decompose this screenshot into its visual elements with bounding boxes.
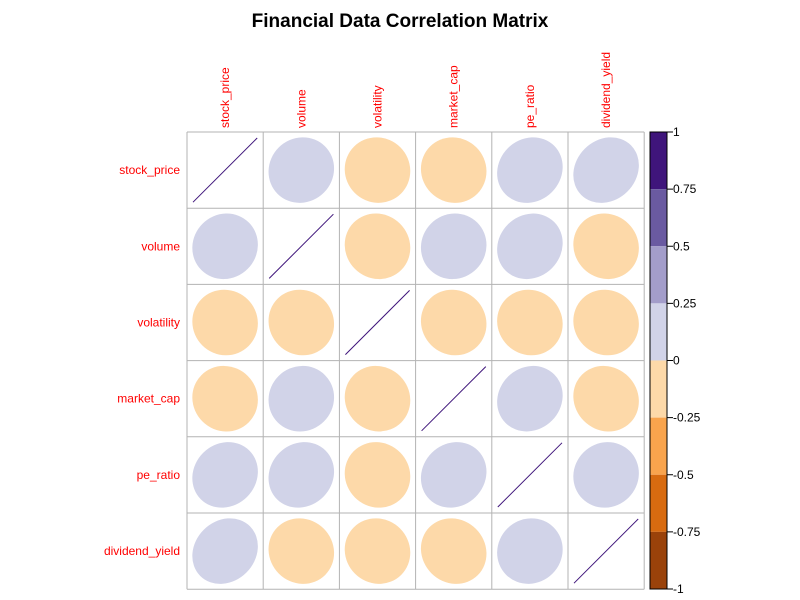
chart-title: Financial Data Correlation Matrix xyxy=(252,11,549,32)
colorbar-bin-1 xyxy=(650,189,667,247)
row-label-volatility: volatility xyxy=(137,316,180,330)
colorbar-bin-3 xyxy=(650,303,667,361)
colorbar-bin-7 xyxy=(650,531,667,589)
colorbar-bin-5 xyxy=(650,417,667,475)
row-label-dividend_yield: dividend_yield xyxy=(104,544,180,558)
diagonal-line-pe_ratio xyxy=(497,442,563,508)
colorbar-tick-label: -0.75 xyxy=(673,525,701,539)
matrix-grid xyxy=(186,131,645,590)
row-label-volume: volume xyxy=(141,239,180,253)
cell-pe_ratio-volume xyxy=(268,442,335,508)
cell-volume-dividend_yield xyxy=(573,213,639,280)
cell-stock_price-pe_ratio xyxy=(497,137,563,203)
column-label-stock_price: stock_price xyxy=(218,67,232,128)
cell-stock_price-volatility xyxy=(344,137,411,203)
cell-stock_price-market_cap xyxy=(420,137,487,203)
cell-volume-volatility xyxy=(344,213,411,280)
diagonal-line-volatility xyxy=(345,290,410,355)
matrix-cells xyxy=(192,137,639,584)
cell-market_cap-pe_ratio xyxy=(497,365,563,432)
colorbar-bin-4 xyxy=(650,360,667,418)
cell-stock_price-volume xyxy=(268,137,335,203)
column-label-dividend_yield: dividend_yield xyxy=(599,52,613,128)
cell-pe_ratio-volatility xyxy=(344,442,411,508)
colorbar-bin-2 xyxy=(650,246,667,304)
colorbar-tick-label: -0.25 xyxy=(673,411,701,425)
cell-volume-market_cap xyxy=(420,213,487,280)
cell-volatility-stock_price xyxy=(192,289,258,356)
cell-volume-pe_ratio xyxy=(497,213,563,280)
cell-dividend_yield-volume xyxy=(268,518,335,584)
cell-market_cap-volume xyxy=(268,365,335,432)
diagonal-line-market_cap xyxy=(421,366,487,432)
cell-volatility-dividend_yield xyxy=(573,289,639,356)
cell-volatility-pe_ratio xyxy=(497,289,563,356)
row-label-pe_ratio: pe_ratio xyxy=(137,468,181,482)
cell-pe_ratio-dividend_yield xyxy=(573,442,639,508)
colorbar-bin-6 xyxy=(650,474,667,532)
cell-dividend_yield-pe_ratio xyxy=(497,518,563,584)
column-label-volatility: volatility xyxy=(371,85,385,128)
cell-dividend_yield-volatility xyxy=(344,518,411,584)
cell-pe_ratio-market_cap xyxy=(420,442,487,508)
cell-stock_price-dividend_yield xyxy=(573,137,639,203)
column-label-volume: volume xyxy=(294,89,308,128)
row-label-market_cap: market_cap xyxy=(117,392,180,406)
column-labels: stock_price volume volatility market_cap pe_… xyxy=(218,52,613,128)
cell-pe_ratio-stock_price xyxy=(192,442,258,508)
colorbar-tick-label: -0.5 xyxy=(673,468,694,482)
diagonal-line-stock_price xyxy=(192,137,258,203)
cell-volatility-market_cap xyxy=(420,289,487,356)
cell-market_cap-dividend_yield xyxy=(573,365,639,432)
colorbar-tick-label: 0.5 xyxy=(673,239,690,253)
colorbar-tick-label: 0.75 xyxy=(673,182,697,196)
row-label-stock_price: stock_price xyxy=(119,163,180,177)
cell-dividend_yield-stock_price xyxy=(192,518,258,584)
colorbar-tick-label: -1 xyxy=(673,582,684,596)
colorbar-tick-label: 1 xyxy=(673,125,680,139)
column-label-market_cap: market_cap xyxy=(447,65,461,128)
colorbar-tick-label: 0.25 xyxy=(673,296,697,310)
column-label-pe_ratio: pe_ratio xyxy=(523,84,537,128)
colorbar-tick-label: 0 xyxy=(673,354,680,368)
cell-market_cap-volatility xyxy=(344,365,411,432)
diagonal-line-volume xyxy=(268,213,334,279)
cell-market_cap-stock_price xyxy=(192,365,258,432)
cell-volume-stock_price xyxy=(192,213,258,280)
colorbar: 1 0.75 0.5 0.25 0 -0.25 -0.5 -0.75 -1 xyxy=(649,125,701,596)
colorbar-bin-0 xyxy=(650,132,667,190)
diagonal-line-dividend_yield xyxy=(573,518,639,584)
cell-dividend_yield-market_cap xyxy=(420,518,487,584)
cell-volatility-volume xyxy=(268,289,335,356)
